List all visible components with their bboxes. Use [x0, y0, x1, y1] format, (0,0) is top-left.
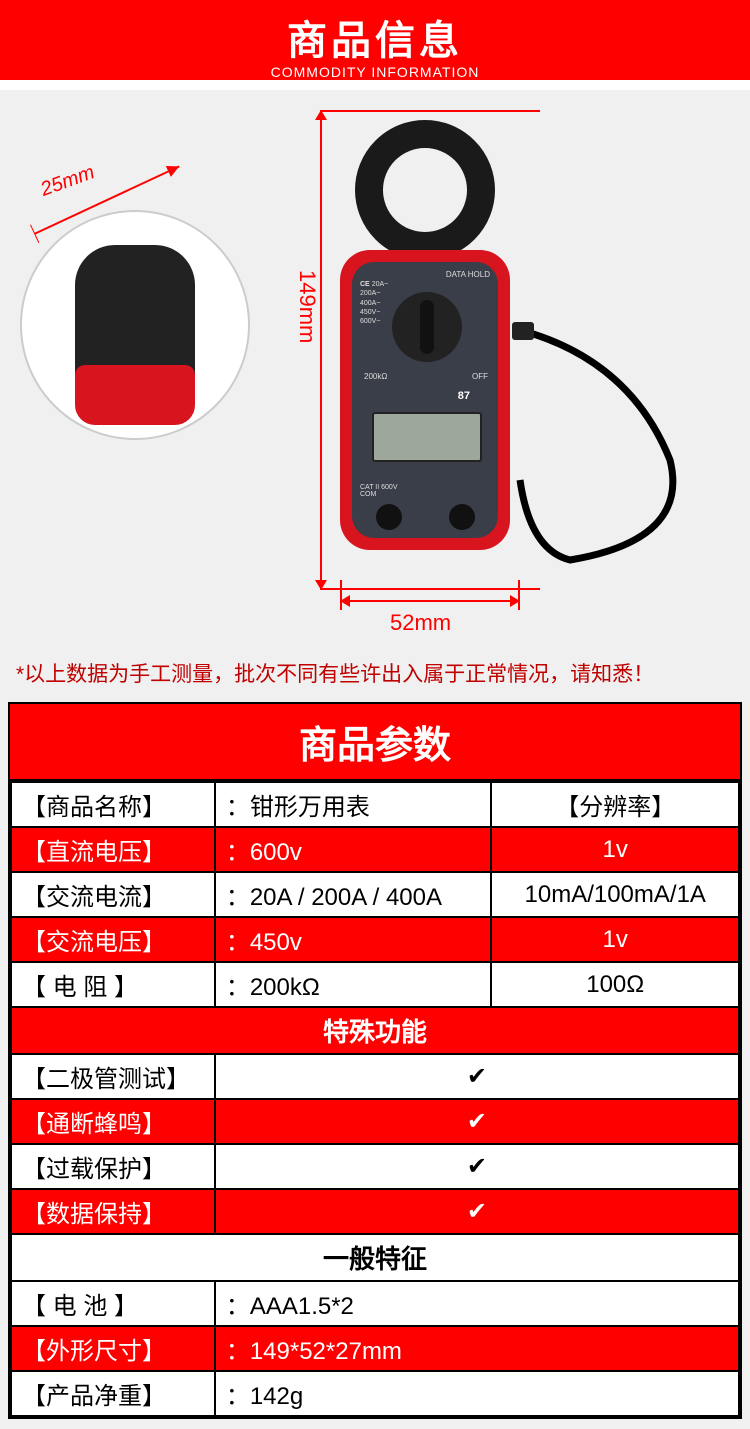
spec-header: 商品参数 [10, 704, 740, 781]
table-value: ：200kΩ [215, 962, 492, 1007]
table-value: ：450v [215, 917, 492, 962]
general-header: 一般特征 [11, 1234, 739, 1281]
table-value: ：600v [215, 827, 492, 872]
general-value: ：AAA1.5*2 [215, 1281, 739, 1326]
spec-table: 商品参数 【商品名称】 ：钳形万用表 【分辨率】 【直流电压】 ：600v 1v… [8, 702, 742, 1419]
width-label: 52mm [390, 610, 451, 636]
general-label: 【产品净重】 [11, 1371, 215, 1416]
general-value: ：149*52*27mm [215, 1326, 739, 1371]
rotary-dial-icon [392, 292, 462, 362]
table-label: 【交流电流】 [11, 872, 215, 917]
table-label: 【 电 阻 】 [11, 962, 215, 1007]
table-label: 【交流电压】 [11, 917, 215, 962]
height-label: 149mm [294, 270, 320, 343]
check-icon: ✔ [215, 1144, 739, 1189]
lcd-screen-icon [372, 412, 482, 462]
feature-label: 【过载保护】 [11, 1144, 215, 1189]
header-banner: 商品信息 COMMODITY INFORMATION [0, 0, 750, 90]
table-value: ：20A / 200A / 400A [215, 872, 492, 917]
height-dim-line [320, 110, 322, 590]
check-icon: ✔ [215, 1054, 739, 1099]
jaw-detail-circle [20, 210, 250, 440]
v-port-icon [449, 504, 475, 530]
com-port-icon [376, 504, 402, 530]
table-res: 1v [491, 917, 739, 962]
table-label: 【直流电压】 [11, 827, 215, 872]
general-label: 【外形尺寸】 [11, 1326, 215, 1371]
table-value: ：钳形万用表 [215, 782, 492, 827]
table-res: 1v [491, 827, 739, 872]
feature-label: 【通断蜂鸣】 [11, 1099, 215, 1144]
special-header: 特殊功能 [11, 1007, 739, 1054]
resolution-header: 【分辨率】 [491, 782, 739, 827]
table-res: 10mA/100mA/1A [491, 872, 739, 917]
banner-title: 商品信息 [0, 8, 750, 66]
clamp-meter-illustration: DATA HOLD CE 20A~ 200A~ 400A~ 450V~ 600V… [330, 110, 520, 570]
table-label: 【商品名称】 [11, 782, 215, 827]
feature-label: 【二极管测试】 [11, 1054, 215, 1099]
check-icon: ✔ [215, 1099, 739, 1144]
width-dim-line [340, 600, 520, 602]
table-res: 100Ω [491, 962, 739, 1007]
wrist-strap-icon [510, 320, 710, 580]
feature-label: 【数据保持】 [11, 1189, 215, 1234]
check-icon: ✔ [215, 1189, 739, 1234]
product-diagram: 25mm 149mm 52mm [0, 90, 750, 650]
general-label: 【 电 池 】 [11, 1281, 215, 1326]
jaw-dimension-label: 25mm [38, 161, 98, 202]
measurement-note: *以上数据为手工测量，批次不同有些许出入属于正常情况，请知悉！ [0, 650, 750, 702]
banner-subtitle: COMMODITY INFORMATION [0, 64, 750, 80]
general-value: ：142g [215, 1371, 739, 1416]
